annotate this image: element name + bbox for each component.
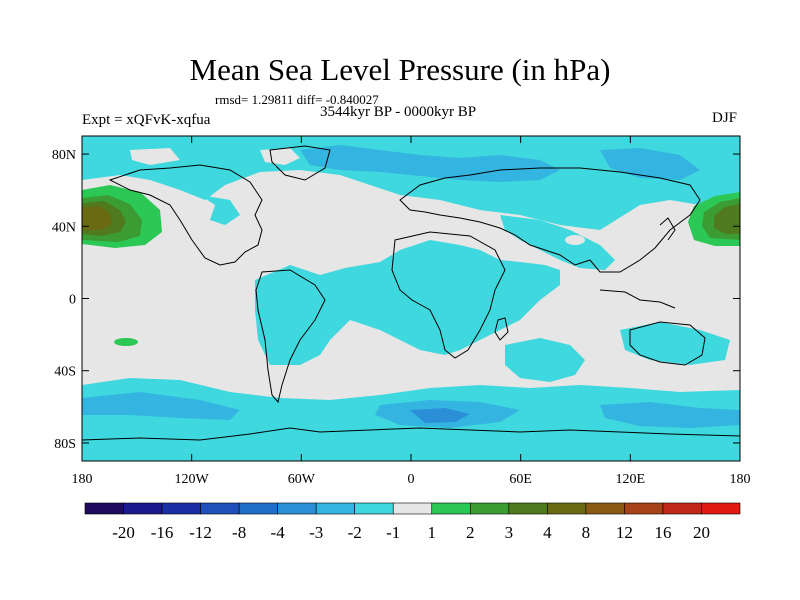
colorbar-swatch — [585, 502, 625, 515]
lon-tick-label: 120E — [616, 472, 646, 487]
experiment-label: Expt = xQFvK-xqfua — [82, 112, 211, 128]
coastline-japan — [659, 217, 676, 241]
negative-region-arctic — [82, 136, 740, 230]
lat-tick-label: 80S — [54, 437, 76, 452]
pressure-field — [82, 136, 740, 461]
period-text: 3544kyr BP - 0000kyr BP — [320, 104, 477, 120]
colorbar-swatch — [161, 502, 201, 515]
negative-region-southern-ocean-mid-3 — [600, 402, 740, 428]
colorbar-label: -20 — [112, 523, 135, 542]
map-title: Mean Sea Level Pressure (in hPa) — [189, 52, 611, 87]
neutral-patch-arctic-2 — [130, 148, 180, 165]
coastlines — [82, 145, 740, 441]
negative-region-arctic-mid-2 — [600, 148, 700, 180]
colorbar-swatch — [123, 502, 163, 515]
colorbar-swatch — [431, 502, 471, 515]
negative-region-tropics — [255, 240, 560, 365]
neutral-patch-asia — [565, 235, 585, 245]
coastline-eurasia — [399, 167, 701, 273]
season-label: DJF — [712, 110, 738, 126]
colorbar: -20 -16 -12 -8 -4 -3 -2 -1 1 2 3 4 8 12 16 20 — [84, 502, 741, 542]
lon-tick-label: 60W — [288, 472, 316, 487]
colorbar-label: 1 — [428, 523, 437, 542]
lat-tick-label: 40S — [54, 365, 76, 380]
stats-text: rmsd= 1.29811 diff= -0.840027 — [215, 92, 379, 107]
colorbar-swatch — [701, 502, 741, 515]
colorbar-label: -2 — [348, 523, 362, 542]
coastline-greenland — [269, 145, 331, 181]
colorbar-label: 2 — [466, 523, 475, 542]
colorbar-label: -1 — [386, 523, 400, 542]
lat-tick-label: 40N — [52, 220, 76, 235]
colorbar-label: 12 — [616, 523, 633, 542]
negative-region-asia — [500, 215, 615, 270]
colorbar-swatch — [200, 502, 240, 515]
colorbar-label: 16 — [654, 523, 671, 542]
colorbar-label: 20 — [693, 523, 710, 542]
colorbar-swatch — [238, 502, 278, 515]
coastline-australia — [629, 321, 706, 366]
lat-tick-label: 80N — [52, 148, 76, 163]
coastline-indonesia — [599, 289, 676, 309]
lon-tick-label: 180 — [730, 472, 751, 487]
colorbar-label: 4 — [543, 523, 552, 542]
coastline-africa — [391, 231, 506, 359]
lon-tick-label: 120W — [175, 472, 210, 487]
lon-tick-label: 180 — [72, 472, 93, 487]
colorbar-swatch — [315, 502, 356, 515]
negative-region-southern-ocean-deep — [410, 408, 470, 423]
negative-region-arctic-mid — [300, 145, 560, 182]
negative-region-atlantic-north — [200, 195, 240, 225]
lon-tick-label: 60E — [509, 472, 532, 487]
positive-region-pacific-west-4 — [82, 206, 112, 230]
latitude-axis: 80N 40N 0 40S 80S — [52, 148, 740, 452]
colorbar-swatch — [354, 502, 394, 515]
colorbar-label: -8 — [232, 523, 246, 542]
colorbar-swatch — [277, 502, 317, 515]
negative-region-south-indian — [505, 338, 585, 382]
coastline-south-america — [255, 269, 326, 404]
coastline-antarctica — [82, 427, 740, 441]
colorbar-label: 3 — [505, 523, 514, 542]
colorbar-swatch — [392, 502, 433, 515]
colorbar-swatch — [508, 502, 548, 515]
colorbar-swatch — [662, 502, 702, 515]
colorbar-label: -12 — [189, 523, 212, 542]
coastline-madagascar — [494, 317, 509, 341]
colorbar-swatch — [84, 502, 124, 515]
colorbar-label: -3 — [309, 523, 323, 542]
colorbar-swatch — [624, 502, 664, 515]
negative-region-southern-ocean-mid — [82, 392, 240, 420]
colorbar-label: -4 — [271, 523, 286, 542]
longitude-axis: 180 120W 60W 0 60E 120E 180 — [72, 136, 751, 487]
negative-region-south-america — [260, 280, 330, 350]
colorbar-label: -16 — [151, 523, 174, 542]
positive-patch-south-pacific — [114, 338, 138, 346]
colorbar-swatch — [547, 502, 587, 515]
colorbar-label: 8 — [582, 523, 591, 542]
coastline-north-america — [108, 164, 263, 266]
lat-tick-label: 0 — [69, 293, 76, 308]
colorbar-swatch — [469, 502, 510, 515]
lon-tick-label: 0 — [408, 472, 415, 487]
